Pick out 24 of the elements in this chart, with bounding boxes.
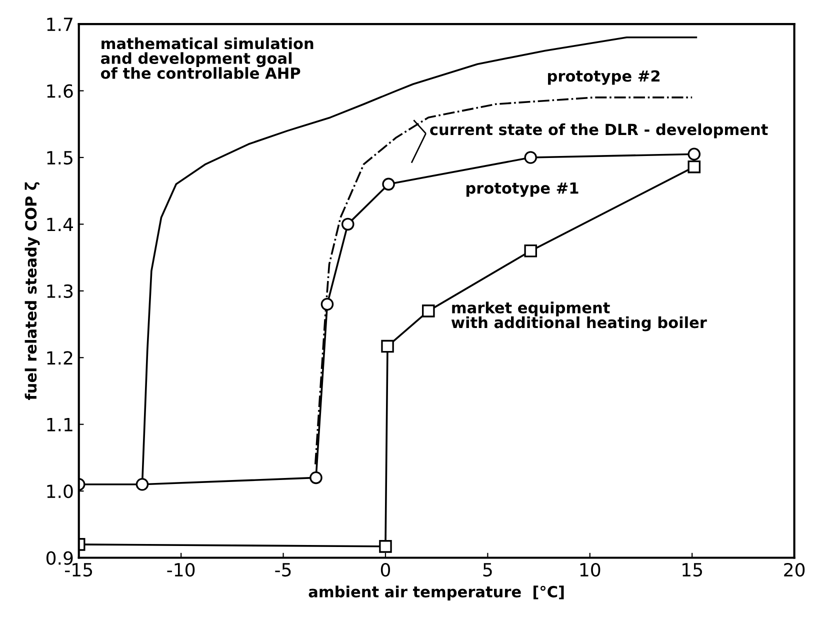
x-tick-label: 15 [682,563,702,577]
y-tick-label: 1.0 [47,484,73,498]
y-tick-label: 1.1 [47,418,72,432]
x-axis-title: ambient air temperature [°C] [308,586,564,600]
x-tick-label: -10 [167,562,195,577]
x-tick-label: 5 [483,563,492,577]
annotation: current state of the DLR - development [430,123,768,138]
series-label: prototype #1 [466,182,578,197]
x-tick-label: 10 [580,562,600,577]
series-label: market equipment with additional heating boiler [451,302,707,332]
y-tick-label: 1.2 [47,351,72,364]
y-tick-label: 1.7 [47,18,72,31]
series-label: prototype #2 [548,70,660,85]
y-tick-label: 1.3 [47,284,73,298]
x-tick-label: 0 [380,562,390,577]
y-tick-label: 1.5 [47,151,72,165]
x-tick-label: 20 [784,562,805,577]
y-axis-title: fuel related steady COP ζ [24,182,40,400]
x-tick-label: -15 [65,563,92,577]
y-tick-label: 1.4 [47,218,73,232]
text: mathematical simulation and development goal of the controllable AHP [100,37,314,79]
y-tick-label: 0.9 [46,551,73,565]
y-tick-label: 1.6 [47,84,73,98]
x-tick-label: -5 [275,563,291,577]
